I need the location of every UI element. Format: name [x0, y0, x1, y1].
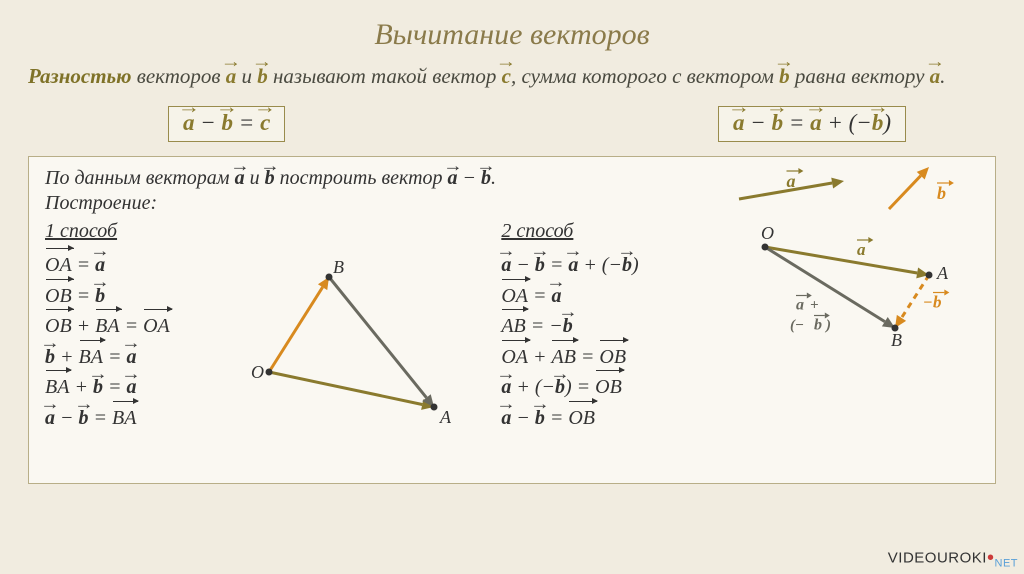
m2l1a: a	[501, 251, 511, 281]
m1l2b: b	[95, 282, 105, 312]
svg-text:A: A	[936, 263, 949, 283]
m2l3a: AB	[501, 312, 525, 342]
svg-text:a: a	[857, 240, 866, 259]
m2l6b: b	[535, 404, 545, 434]
def-t1: векторов	[131, 64, 225, 88]
def-t3: , сумма которого с вектором	[511, 64, 779, 88]
diagram-method1: O A B	[229, 257, 469, 437]
svg-text:(−: (−	[790, 318, 804, 334]
svg-text:a: a	[787, 171, 796, 191]
svg-text:b: b	[933, 293, 942, 312]
svg-text:b: b	[814, 317, 822, 334]
vec-a2: a	[930, 62, 941, 90]
ra2: a	[810, 110, 822, 136]
fc: c	[260, 110, 270, 136]
m2l1a2: a	[568, 251, 578, 281]
ptmid: построить вектор	[275, 167, 448, 189]
fa: a	[183, 110, 195, 136]
svg-text:O: O	[251, 362, 264, 382]
m1l3p: +	[72, 315, 96, 337]
formula-box-left: a − b = c	[168, 106, 285, 142]
vec-a: a	[226, 62, 237, 90]
svg-text:B: B	[333, 257, 344, 277]
m1l3r: OA	[143, 312, 170, 342]
m2l6r: OB	[568, 404, 595, 434]
m1l6b: b	[79, 404, 89, 434]
m2-l5: a + (−b) = OB	[501, 373, 949, 403]
m2-l6: a − b = OB	[501, 404, 949, 434]
method1-title: 1 способ	[45, 217, 493, 247]
rb: b	[772, 110, 784, 136]
def-t2: называют такой вектор	[268, 64, 502, 88]
m2l5r: OB	[595, 373, 622, 403]
ptb: b	[265, 167, 275, 190]
formula-box-right: a − b = a + (−b)	[718, 106, 906, 142]
vec-c: c	[502, 62, 511, 90]
definition-text: Разностью векторов a и b называют такой …	[28, 62, 996, 90]
m2l5b: b	[555, 373, 565, 403]
wm-net: NET	[995, 557, 1019, 569]
vec-b2: b	[779, 62, 790, 90]
svg-text:B: B	[891, 330, 902, 350]
svg-text:): )	[824, 318, 831, 334]
formula-row: a − b = c a − b = a + (−b)	[28, 106, 996, 142]
diagram-method2: abOABa−ba +(−b)	[719, 163, 969, 363]
m2l4e: =	[576, 346, 600, 368]
m2l5e: =	[572, 376, 596, 398]
m1l6r: BA	[112, 404, 136, 434]
term-highlight: Разностью	[28, 64, 131, 88]
m1l5b: b	[93, 373, 103, 403]
svg-text:O: O	[761, 223, 774, 243]
m2l3b: b	[563, 312, 573, 342]
svg-text:−: −	[923, 295, 933, 312]
svg-text:A: A	[439, 407, 452, 427]
construction-panel: По данным векторам a и b построить векто…	[28, 156, 996, 484]
pta: a	[235, 167, 245, 190]
m2l1b: b	[535, 251, 545, 281]
vec-b: b	[257, 62, 268, 90]
wm-brand: VIDEOUROKI	[888, 549, 987, 566]
svg-text:b: b	[937, 183, 946, 203]
rb2: b	[872, 110, 884, 136]
wm-dot: •	[987, 547, 995, 569]
watermark: VIDEOUROKI•NET	[888, 547, 1018, 570]
svg-text:+: +	[810, 298, 819, 314]
ptb2: b	[481, 167, 491, 190]
m1l6a: a	[45, 404, 55, 434]
slide: Вычитание векторов Разностью векторов a …	[0, 0, 1024, 574]
m2l6a: a	[501, 404, 511, 434]
pta2: a	[448, 167, 458, 190]
fb: b	[222, 110, 234, 136]
def-t4: равна вектору	[790, 64, 930, 88]
m1l4a: b	[45, 343, 55, 373]
svg-text:a: a	[796, 297, 804, 314]
page-title: Вычитание векторов	[28, 18, 996, 52]
m2l1b2: b	[622, 251, 632, 281]
ra: a	[733, 110, 745, 136]
m2l4p: +	[528, 346, 552, 368]
pt1: По данным векторам	[45, 167, 235, 189]
